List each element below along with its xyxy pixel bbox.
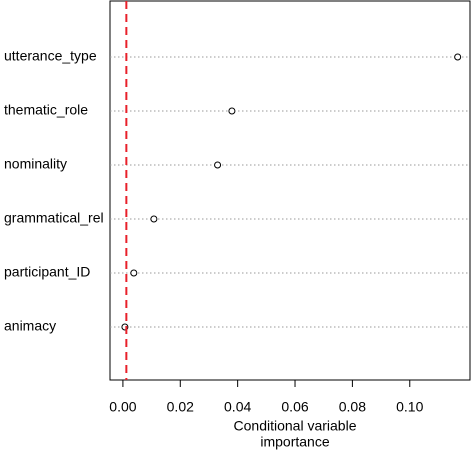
y-tick-label: grammatical_rel (4, 210, 104, 226)
x-axis-label: Conditional variable (234, 418, 357, 434)
x-tick-label: 0.08 (339, 399, 366, 415)
y-tick-label: animacy (4, 318, 56, 334)
dot (214, 161, 222, 169)
dot (150, 215, 158, 223)
x-tick-label: 0.00 (109, 399, 136, 415)
y-tick-label: nominality (4, 156, 67, 172)
x-tick-label: 0.02 (167, 399, 194, 415)
x-axis-label: importance (260, 434, 329, 450)
dot (454, 53, 462, 61)
y-tick-label: thematic_role (4, 102, 88, 118)
dot (130, 269, 138, 277)
y-tick-label: utterance_type (4, 48, 97, 64)
x-tick-label: 0.06 (281, 399, 308, 415)
dot (228, 107, 236, 115)
x-tick-label: 0.04 (224, 399, 251, 415)
x-tick-label: 0.10 (396, 399, 423, 415)
y-tick-label: participant_ID (4, 264, 90, 280)
plot-frame (109, 0, 471, 381)
